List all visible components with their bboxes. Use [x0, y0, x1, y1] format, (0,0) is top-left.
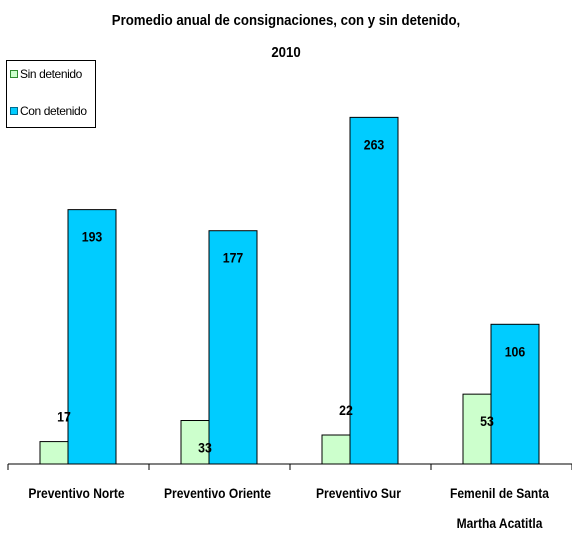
legend: Sin detenido Con detenido [6, 60, 96, 128]
bar-con-detenido-3 [490, 323, 540, 465]
data-label-con-detenido-3: 106 [505, 344, 526, 360]
data-label-sin-detenido-0: 17 [57, 409, 71, 425]
legend-label-sin-detenido: Sin detenido [20, 67, 82, 81]
bar-con-detenido-2 [349, 116, 399, 465]
x-tick-label-3: Femenil de Santa [450, 485, 550, 501]
legend-item-con-detenido: Con detenido [10, 103, 87, 119]
x-tick-label-2: Preventivo Sur [316, 485, 401, 501]
legend-swatch-sin-detenido [10, 70, 18, 78]
x-tick-label-0: Preventivo Norte [28, 485, 124, 501]
chart-title-year: 2010 [271, 44, 301, 61]
data-label-sin-detenido-3: 53 [480, 413, 494, 429]
legend-swatch-con-detenido [10, 107, 18, 115]
data-label-con-detenido-1: 177 [223, 250, 244, 266]
data-label-con-detenido-0: 193 [82, 229, 103, 245]
data-label-sin-detenido-1: 33 [198, 440, 212, 456]
data-label-sin-detenido-2: 22 [339, 402, 353, 418]
x-tick-label-1: Preventivo Oriente [164, 485, 271, 501]
x-tick-label-3-line2: Martha Acatitla [457, 515, 543, 531]
legend-label-con-detenido: Con detenido [20, 104, 87, 118]
bar-con-detenido-0 [67, 209, 117, 465]
data-label-con-detenido-2: 263 [364, 137, 385, 153]
chart-title: Promedio anual de consignaciones, con y … [111, 12, 461, 29]
legend-item-sin-detenido: Sin detenido [10, 66, 82, 82]
